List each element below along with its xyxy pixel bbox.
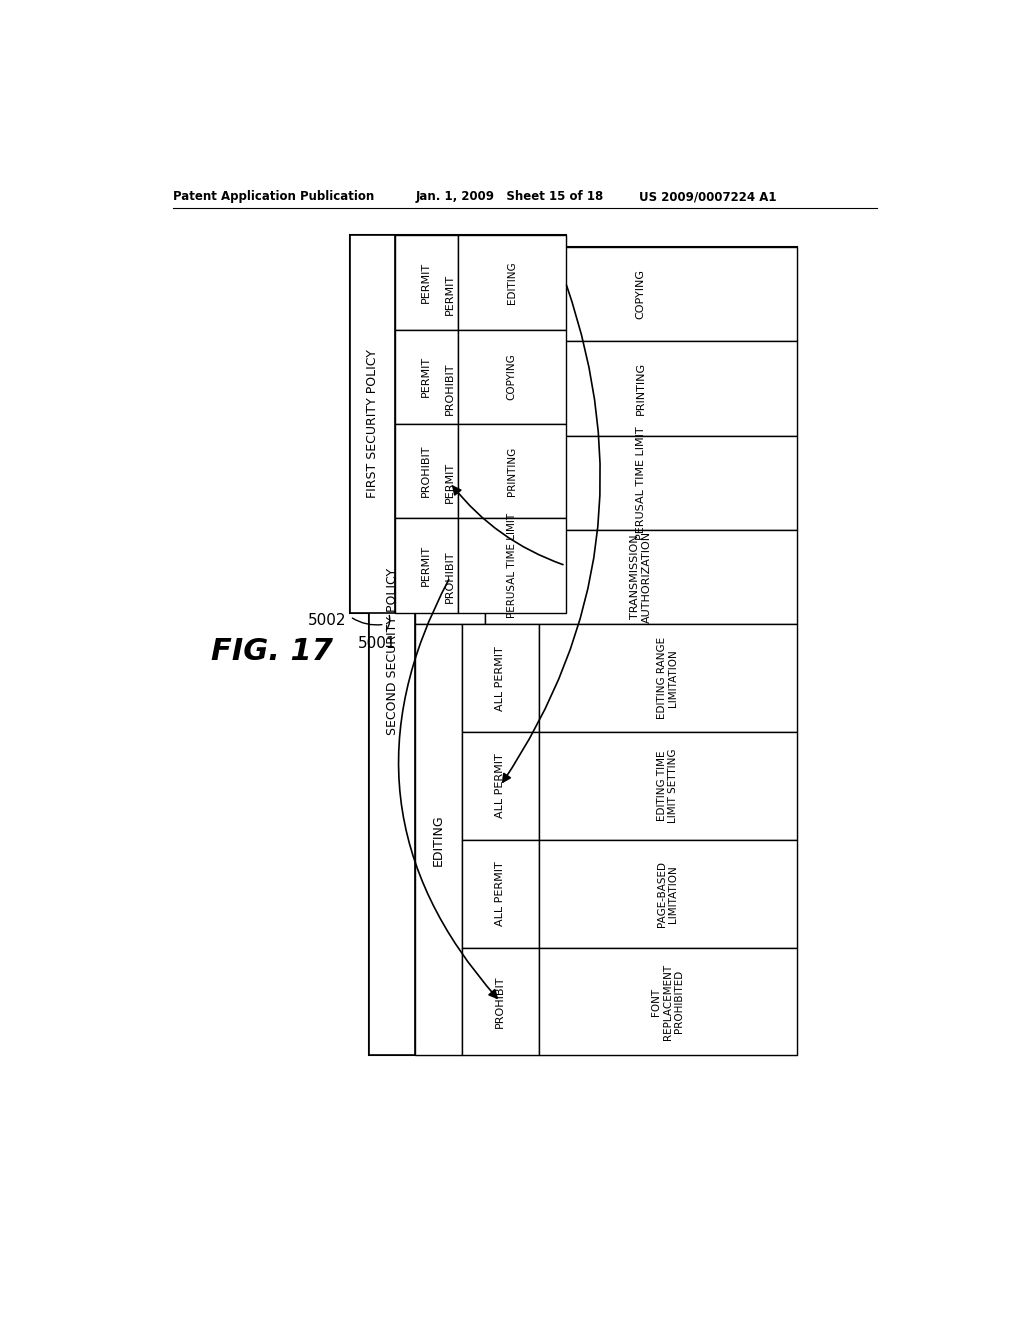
Bar: [484, 342, 797, 436]
Bar: [394, 519, 458, 612]
Bar: [394, 330, 458, 424]
Bar: [370, 247, 416, 1056]
Bar: [416, 342, 484, 436]
Bar: [458, 424, 565, 519]
Text: ALL PERMIT: ALL PERMIT: [496, 754, 505, 818]
Bar: [539, 840, 797, 948]
Text: PERMIT: PERMIT: [421, 356, 431, 397]
Bar: [458, 235, 565, 330]
Bar: [484, 529, 797, 624]
Text: PROHIBIT: PROHIBIT: [421, 445, 431, 498]
Text: PERUSAL TIME LIMIT: PERUSAL TIME LIMIT: [507, 513, 517, 618]
Text: PERMIT: PERMIT: [445, 273, 455, 314]
Text: 5001: 5001: [357, 636, 396, 651]
Text: US 2009/0007224 A1: US 2009/0007224 A1: [639, 190, 776, 203]
Bar: [416, 624, 462, 1056]
Bar: [370, 247, 797, 1056]
Text: FIRST SECURITY POLICY: FIRST SECURITY POLICY: [366, 350, 379, 499]
Text: PRINTING: PRINTING: [507, 446, 517, 496]
Text: PROHIBIT: PROHIBIT: [445, 550, 455, 603]
Bar: [458, 519, 565, 612]
Text: PERMIT: PERMIT: [421, 545, 431, 586]
Text: Patent Application Publication: Patent Application Publication: [173, 190, 374, 203]
Bar: [394, 424, 458, 519]
Text: FIG. 17: FIG. 17: [211, 636, 334, 665]
Bar: [539, 624, 797, 733]
Text: PERUSAL TIME LIMIT: PERUSAL TIME LIMIT: [636, 426, 646, 540]
Text: EDITING TIME
LIMIT SETTING: EDITING TIME LIMIT SETTING: [656, 748, 679, 824]
Text: PROHIBIT: PROHIBIT: [496, 975, 505, 1028]
Bar: [462, 840, 539, 948]
Bar: [350, 235, 565, 612]
Text: EDITING RANGE
LIMITATION: EDITING RANGE LIMITATION: [656, 638, 679, 719]
Bar: [416, 436, 484, 529]
Bar: [416, 247, 797, 624]
Text: COPYING: COPYING: [507, 354, 517, 400]
Text: ALL PERMIT: ALL PERMIT: [496, 645, 505, 710]
Bar: [462, 624, 539, 733]
Text: PROHIBIT: PROHIBIT: [445, 362, 455, 414]
Text: FONT
REPLACEMENT
PROHIBITED: FONT REPLACEMENT PROHIBITED: [651, 964, 684, 1040]
Bar: [539, 733, 797, 840]
Text: PRINTING: PRINTING: [636, 362, 646, 414]
Text: TRANSMISSION
AUTHORIZATION: TRANSMISSION AUTHORIZATION: [630, 531, 651, 623]
Bar: [458, 330, 565, 424]
Bar: [350, 235, 394, 612]
Bar: [394, 235, 458, 330]
Bar: [416, 624, 797, 1056]
Bar: [462, 733, 539, 840]
Bar: [484, 247, 797, 342]
Text: PERMIT: PERMIT: [421, 261, 431, 304]
Bar: [462, 948, 539, 1056]
Text: EDITING: EDITING: [507, 261, 517, 304]
Text: SECOND SECURITY POLICY: SECOND SECURITY POLICY: [386, 568, 399, 735]
Bar: [416, 529, 484, 624]
Bar: [539, 948, 797, 1056]
Text: COPYING: COPYING: [636, 269, 646, 319]
Bar: [484, 436, 797, 529]
Text: 5002: 5002: [307, 612, 346, 628]
Text: PERMIT: PERMIT: [445, 462, 455, 503]
Text: EDITING: EDITING: [432, 814, 445, 866]
Text: Jan. 1, 2009   Sheet 15 of 18: Jan. 1, 2009 Sheet 15 of 18: [416, 190, 604, 203]
Text: ALL PERMIT: ALL PERMIT: [496, 862, 505, 927]
Text: PAGE-BASED
LIMITATION: PAGE-BASED LIMITATION: [656, 861, 679, 927]
Bar: [416, 247, 484, 342]
